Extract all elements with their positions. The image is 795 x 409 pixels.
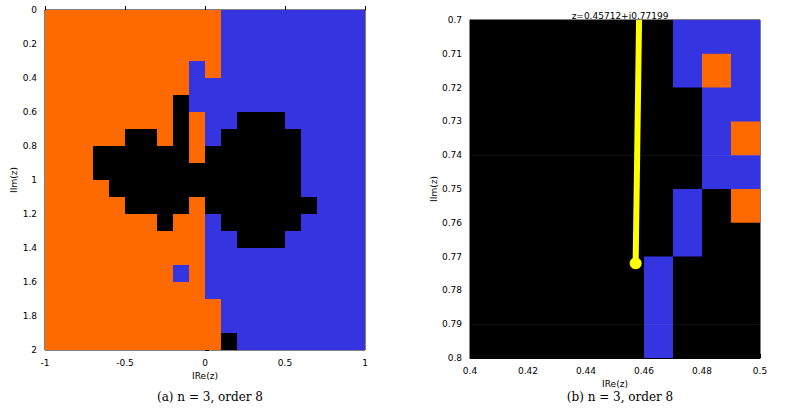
svg-text:0.5: 0.5 — [278, 358, 292, 368]
svg-text:2: 2 — [31, 345, 37, 355]
svg-text:(b) n = 3, order 8: (b) n = 3, order 8 — [567, 390, 673, 404]
svg-text:0.4: 0.4 — [23, 73, 38, 83]
svg-text:1.4: 1.4 — [23, 243, 38, 253]
svg-text:1.2: 1.2 — [23, 209, 37, 219]
svg-text:-1: -1 — [41, 358, 50, 368]
svg-text:1: 1 — [31, 175, 37, 185]
svg-text:0.2: 0.2 — [23, 39, 37, 49]
svg-text:0.71: 0.71 — [442, 49, 462, 59]
svg-text:0.48: 0.48 — [692, 366, 712, 376]
svg-text:IIm(z): IIm(z) — [429, 176, 439, 202]
svg-text:0.75: 0.75 — [442, 184, 462, 194]
svg-text:0: 0 — [31, 5, 37, 15]
svg-text:0.76: 0.76 — [442, 218, 462, 228]
svg-text:0.6: 0.6 — [23, 107, 38, 117]
svg-text:0.8: 0.8 — [448, 353, 463, 363]
svg-text:0.46: 0.46 — [634, 366, 654, 376]
svg-text:0.77: 0.77 — [442, 252, 462, 262]
svg-text:0.73: 0.73 — [442, 116, 462, 126]
svg-text:z=0.45712+i0.77199: z=0.45712+i0.77199 — [572, 11, 669, 21]
svg-text:0.72: 0.72 — [442, 83, 462, 93]
svg-text:-0.5: -0.5 — [116, 358, 134, 368]
svg-text:0.44: 0.44 — [576, 366, 596, 376]
svg-text:0.7: 0.7 — [448, 15, 462, 25]
svg-text:IIm(z): IIm(z) — [9, 167, 19, 193]
svg-text:0.74: 0.74 — [442, 150, 462, 160]
svg-text:1.6: 1.6 — [23, 277, 38, 287]
svg-text:0.8: 0.8 — [23, 141, 38, 151]
svg-text:0.78: 0.78 — [442, 285, 462, 295]
svg-text:(a) n = 3, order 8: (a) n = 3, order 8 — [157, 390, 263, 404]
svg-text:1: 1 — [362, 358, 368, 368]
svg-text:IRe(z): IRe(z) — [192, 371, 218, 381]
svg-text:0.4: 0.4 — [463, 366, 478, 376]
svg-text:0.79: 0.79 — [442, 319, 462, 329]
svg-text:1.8: 1.8 — [23, 311, 38, 321]
svg-text:IRe(z): IRe(z) — [602, 379, 628, 389]
svg-text:0: 0 — [202, 358, 208, 368]
svg-text:0.42: 0.42 — [518, 366, 538, 376]
svg-text:0.5: 0.5 — [753, 366, 767, 376]
